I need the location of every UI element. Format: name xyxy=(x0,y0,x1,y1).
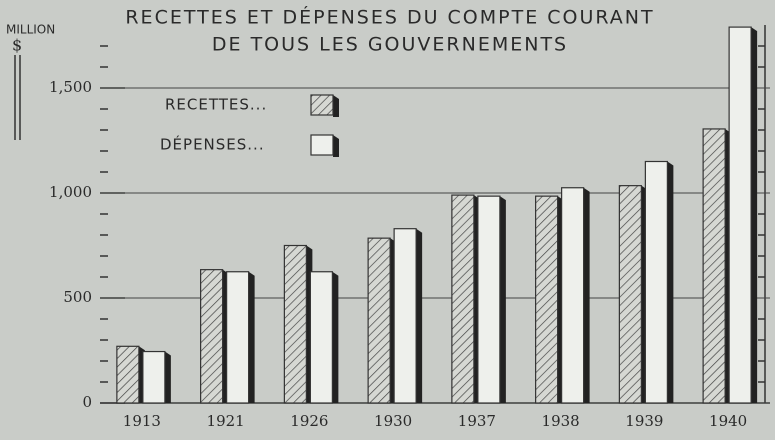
bar-shadow xyxy=(416,228,423,403)
bar xyxy=(535,195,559,404)
bar xyxy=(309,271,333,404)
x-tick-label: 1937 xyxy=(458,412,496,430)
bar xyxy=(283,244,307,404)
y-unit: $ xyxy=(12,36,22,55)
legend-swatch xyxy=(310,134,334,156)
bar-shadow xyxy=(667,161,674,403)
y-unit: MILLION xyxy=(6,23,55,37)
y-tick-label: 500 xyxy=(63,288,92,306)
bar-shadow xyxy=(583,187,590,403)
bar xyxy=(142,350,166,404)
bar xyxy=(451,194,475,404)
chart-title: DE TOUS LES GOUVERNEMENTS xyxy=(212,34,568,56)
bar xyxy=(561,187,585,404)
x-tick-label: 1940 xyxy=(709,412,747,430)
bar-shadow xyxy=(751,27,758,403)
bar xyxy=(702,128,726,404)
bar xyxy=(367,237,391,404)
bar-shadow xyxy=(248,271,255,403)
x-tick-label: 1926 xyxy=(290,412,328,430)
bar xyxy=(393,228,417,404)
x-tick-label: 1939 xyxy=(625,412,663,430)
bar-shadow xyxy=(332,271,339,403)
y-tick-label: 1,000 xyxy=(49,183,92,201)
legend-label: DÉPENSES... xyxy=(160,135,265,154)
chart-title: RECETTES ET DÉPENSES DU COMPTE COURANT xyxy=(125,6,654,29)
bar xyxy=(618,185,642,404)
bar-shadow xyxy=(164,351,171,403)
bar xyxy=(477,195,501,404)
legend-swatch xyxy=(310,94,334,116)
x-tick-label: 1921 xyxy=(207,412,245,430)
bar xyxy=(226,271,250,404)
legend-shadow xyxy=(333,95,339,117)
bar xyxy=(116,345,140,404)
bar-shadow xyxy=(499,196,506,403)
y-tick-label: 1,500 xyxy=(49,78,92,96)
x-tick-label: 1938 xyxy=(542,412,580,430)
bar xyxy=(200,269,224,404)
bar xyxy=(728,26,752,404)
y-tick-label: 0 xyxy=(82,393,92,411)
legend-label: RECETTES... xyxy=(165,96,267,114)
bar xyxy=(644,160,668,404)
x-tick-label: 1930 xyxy=(374,412,412,430)
x-tick-label: 1913 xyxy=(123,412,161,430)
legend-shadow xyxy=(333,135,339,157)
